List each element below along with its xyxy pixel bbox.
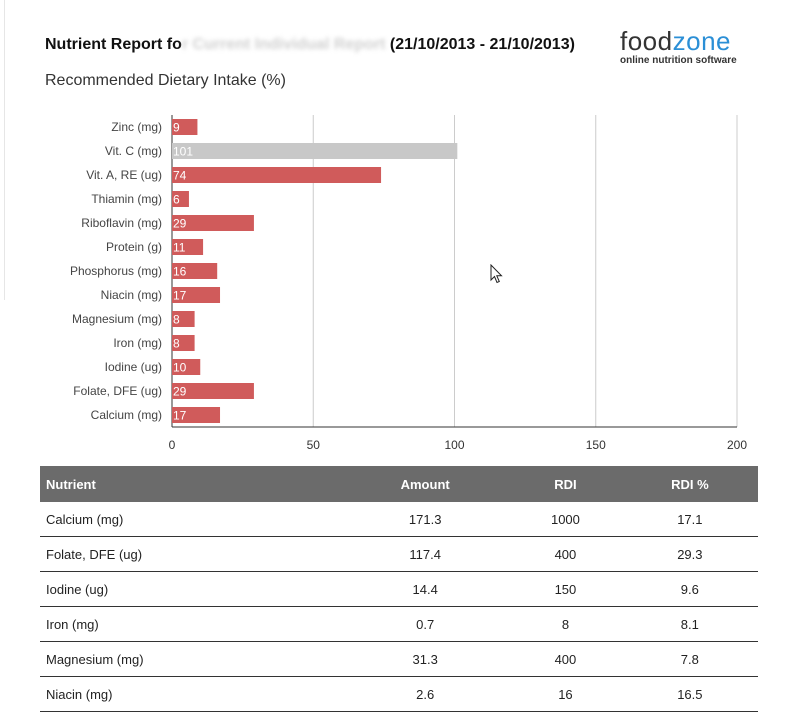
- bar-value-label: 101: [173, 145, 193, 159]
- x-tick-label: 0: [169, 438, 176, 452]
- bar-value-label: 8: [173, 313, 180, 327]
- y-category-label: Iodine (ug): [105, 360, 162, 374]
- table-row: Iodine (ug) 14.4 150 9.6: [40, 571, 758, 607]
- table-row: Magnesium (mg) 31.3 400 7.8: [40, 641, 758, 677]
- y-category-label: Calcium (mg): [91, 408, 162, 422]
- chart-subtitle: Recommended Dietary Intake (%): [45, 72, 286, 89]
- cell-nutrient: Folate, DFE (ug): [40, 536, 342, 572]
- bar: [172, 383, 254, 399]
- bar-value-label: 17: [173, 289, 187, 303]
- y-category-label: Folate, DFE (ug): [73, 384, 162, 398]
- cell-rdi: 1000: [509, 502, 622, 537]
- cell-rdi-percent: 9.6: [621, 571, 758, 607]
- bar: [172, 191, 189, 207]
- y-category-label: Iron (mg): [113, 336, 162, 350]
- bar-value-label: 11: [173, 241, 186, 255]
- table-row: Folate, DFE (ug) 117.4 400 29.3: [40, 536, 758, 572]
- logo-word-zone: zone: [672, 26, 731, 56]
- bar-value-label: 6: [173, 193, 180, 207]
- cell-rdi-percent: 8.1: [621, 606, 758, 642]
- cell-amount: 31.3: [341, 641, 510, 677]
- bar: [172, 215, 254, 231]
- cell-nutrient: Magnesium (mg): [40, 641, 342, 677]
- bar: [172, 311, 195, 327]
- cell-rdi-percent: 7.8: [621, 641, 758, 677]
- bar-value-label: 29: [173, 385, 187, 399]
- cell-amount: 2.6: [341, 676, 510, 712]
- bar-value-label: 17: [173, 409, 187, 423]
- cell-nutrient: Iron (mg): [40, 606, 342, 642]
- bar-value-label: 16: [173, 265, 187, 279]
- bar: [172, 239, 204, 255]
- bar-value-label: 29: [173, 217, 187, 231]
- logo-tagline: online nutrition software: [620, 55, 737, 66]
- bar-value-label: 10: [173, 361, 187, 375]
- column-header-nutrient: Nutrient: [40, 466, 342, 502]
- bar-value-label: 8: [173, 337, 180, 351]
- report-title: Nutrient Report for Current Individual R…: [45, 36, 575, 54]
- cell-rdi-percent: 29.3: [621, 536, 758, 572]
- y-category-label: Niacin (mg): [101, 288, 162, 302]
- cell-rdi: 150: [509, 571, 622, 607]
- bar: [172, 119, 198, 135]
- y-category-label: Thiamin (mg): [91, 192, 162, 206]
- mouse-cursor-icon: [490, 264, 503, 284]
- cell-rdi: 400: [509, 641, 622, 677]
- y-category-label: Phosphorus (mg): [70, 264, 162, 278]
- x-tick-label: 100: [444, 438, 464, 452]
- cell-rdi: 16: [509, 676, 622, 712]
- cell-amount: 117.4: [341, 536, 510, 572]
- bar: [172, 263, 218, 279]
- column-header-rdi-percent: RDI %: [621, 466, 758, 502]
- y-category-label: Riboflavin (mg): [81, 216, 162, 230]
- y-category-label: Zinc (mg): [111, 120, 162, 134]
- y-category-label: Vit. A, RE (ug): [86, 168, 162, 182]
- cell-rdi: 8: [509, 606, 622, 642]
- cell-amount: 171.3: [341, 502, 510, 537]
- x-tick-label: 150: [586, 438, 606, 452]
- page-edge: [0, 0, 5, 300]
- cell-amount: 0.7: [341, 606, 510, 642]
- cell-nutrient: Calcium (mg): [40, 502, 342, 537]
- report-title-date-range: (21/10/2013 - 21/10/2013): [385, 36, 575, 53]
- bar: [172, 359, 201, 375]
- y-category-label: Vit. C (mg): [105, 144, 162, 158]
- logo-word-food: food: [620, 26, 673, 56]
- cell-nutrient: Niacin (mg): [40, 676, 342, 712]
- cell-amount: 14.4: [341, 571, 510, 607]
- y-category-label: Magnesium (mg): [72, 312, 162, 326]
- bar-value-label: 9: [173, 121, 180, 135]
- bar: [172, 287, 221, 303]
- logo-wordmark: foodzone: [620, 28, 737, 54]
- report-title-redacted: r Current Individual Report: [181, 36, 386, 53]
- cell-rdi: 400: [509, 536, 622, 572]
- x-tick-label: 200: [727, 438, 747, 452]
- x-tick-label: 50: [307, 438, 321, 452]
- rdi-bar-chart: 0 50 100 150 200 Zinc (mg) 9 Vit. C (mg) 101 Vit.…: [70, 115, 747, 452]
- report-title-prefix: Nutrient Report fo: [45, 36, 182, 53]
- table-row: Iron (mg) 0.7 8 8.1: [40, 606, 758, 642]
- foodzone-logo: foodzone online nutrition software: [620, 28, 737, 66]
- column-header-amount: Amount: [341, 466, 510, 502]
- bar-value-label: 74: [173, 169, 187, 183]
- y-category-label: Protein (g): [106, 240, 162, 254]
- table-row: Niacin (mg) 2.6 16 16.5: [40, 676, 758, 712]
- cell-nutrient: Iodine (ug): [40, 571, 342, 607]
- cell-rdi-percent: 17.1: [621, 502, 758, 537]
- table-row: Calcium (mg) 171.3 1000 17.1: [40, 502, 758, 537]
- bar: [172, 143, 458, 159]
- bar: [172, 167, 382, 183]
- bar: [172, 335, 195, 351]
- bar: [172, 407, 221, 423]
- cell-rdi-percent: 16.5: [621, 676, 758, 712]
- table-header-row: Nutrient Amount RDI RDI %: [40, 466, 758, 502]
- nutrient-table: Nutrient Amount RDI RDI % Calcium (mg) 1…: [40, 466, 758, 712]
- column-header-rdi: RDI: [509, 466, 622, 502]
